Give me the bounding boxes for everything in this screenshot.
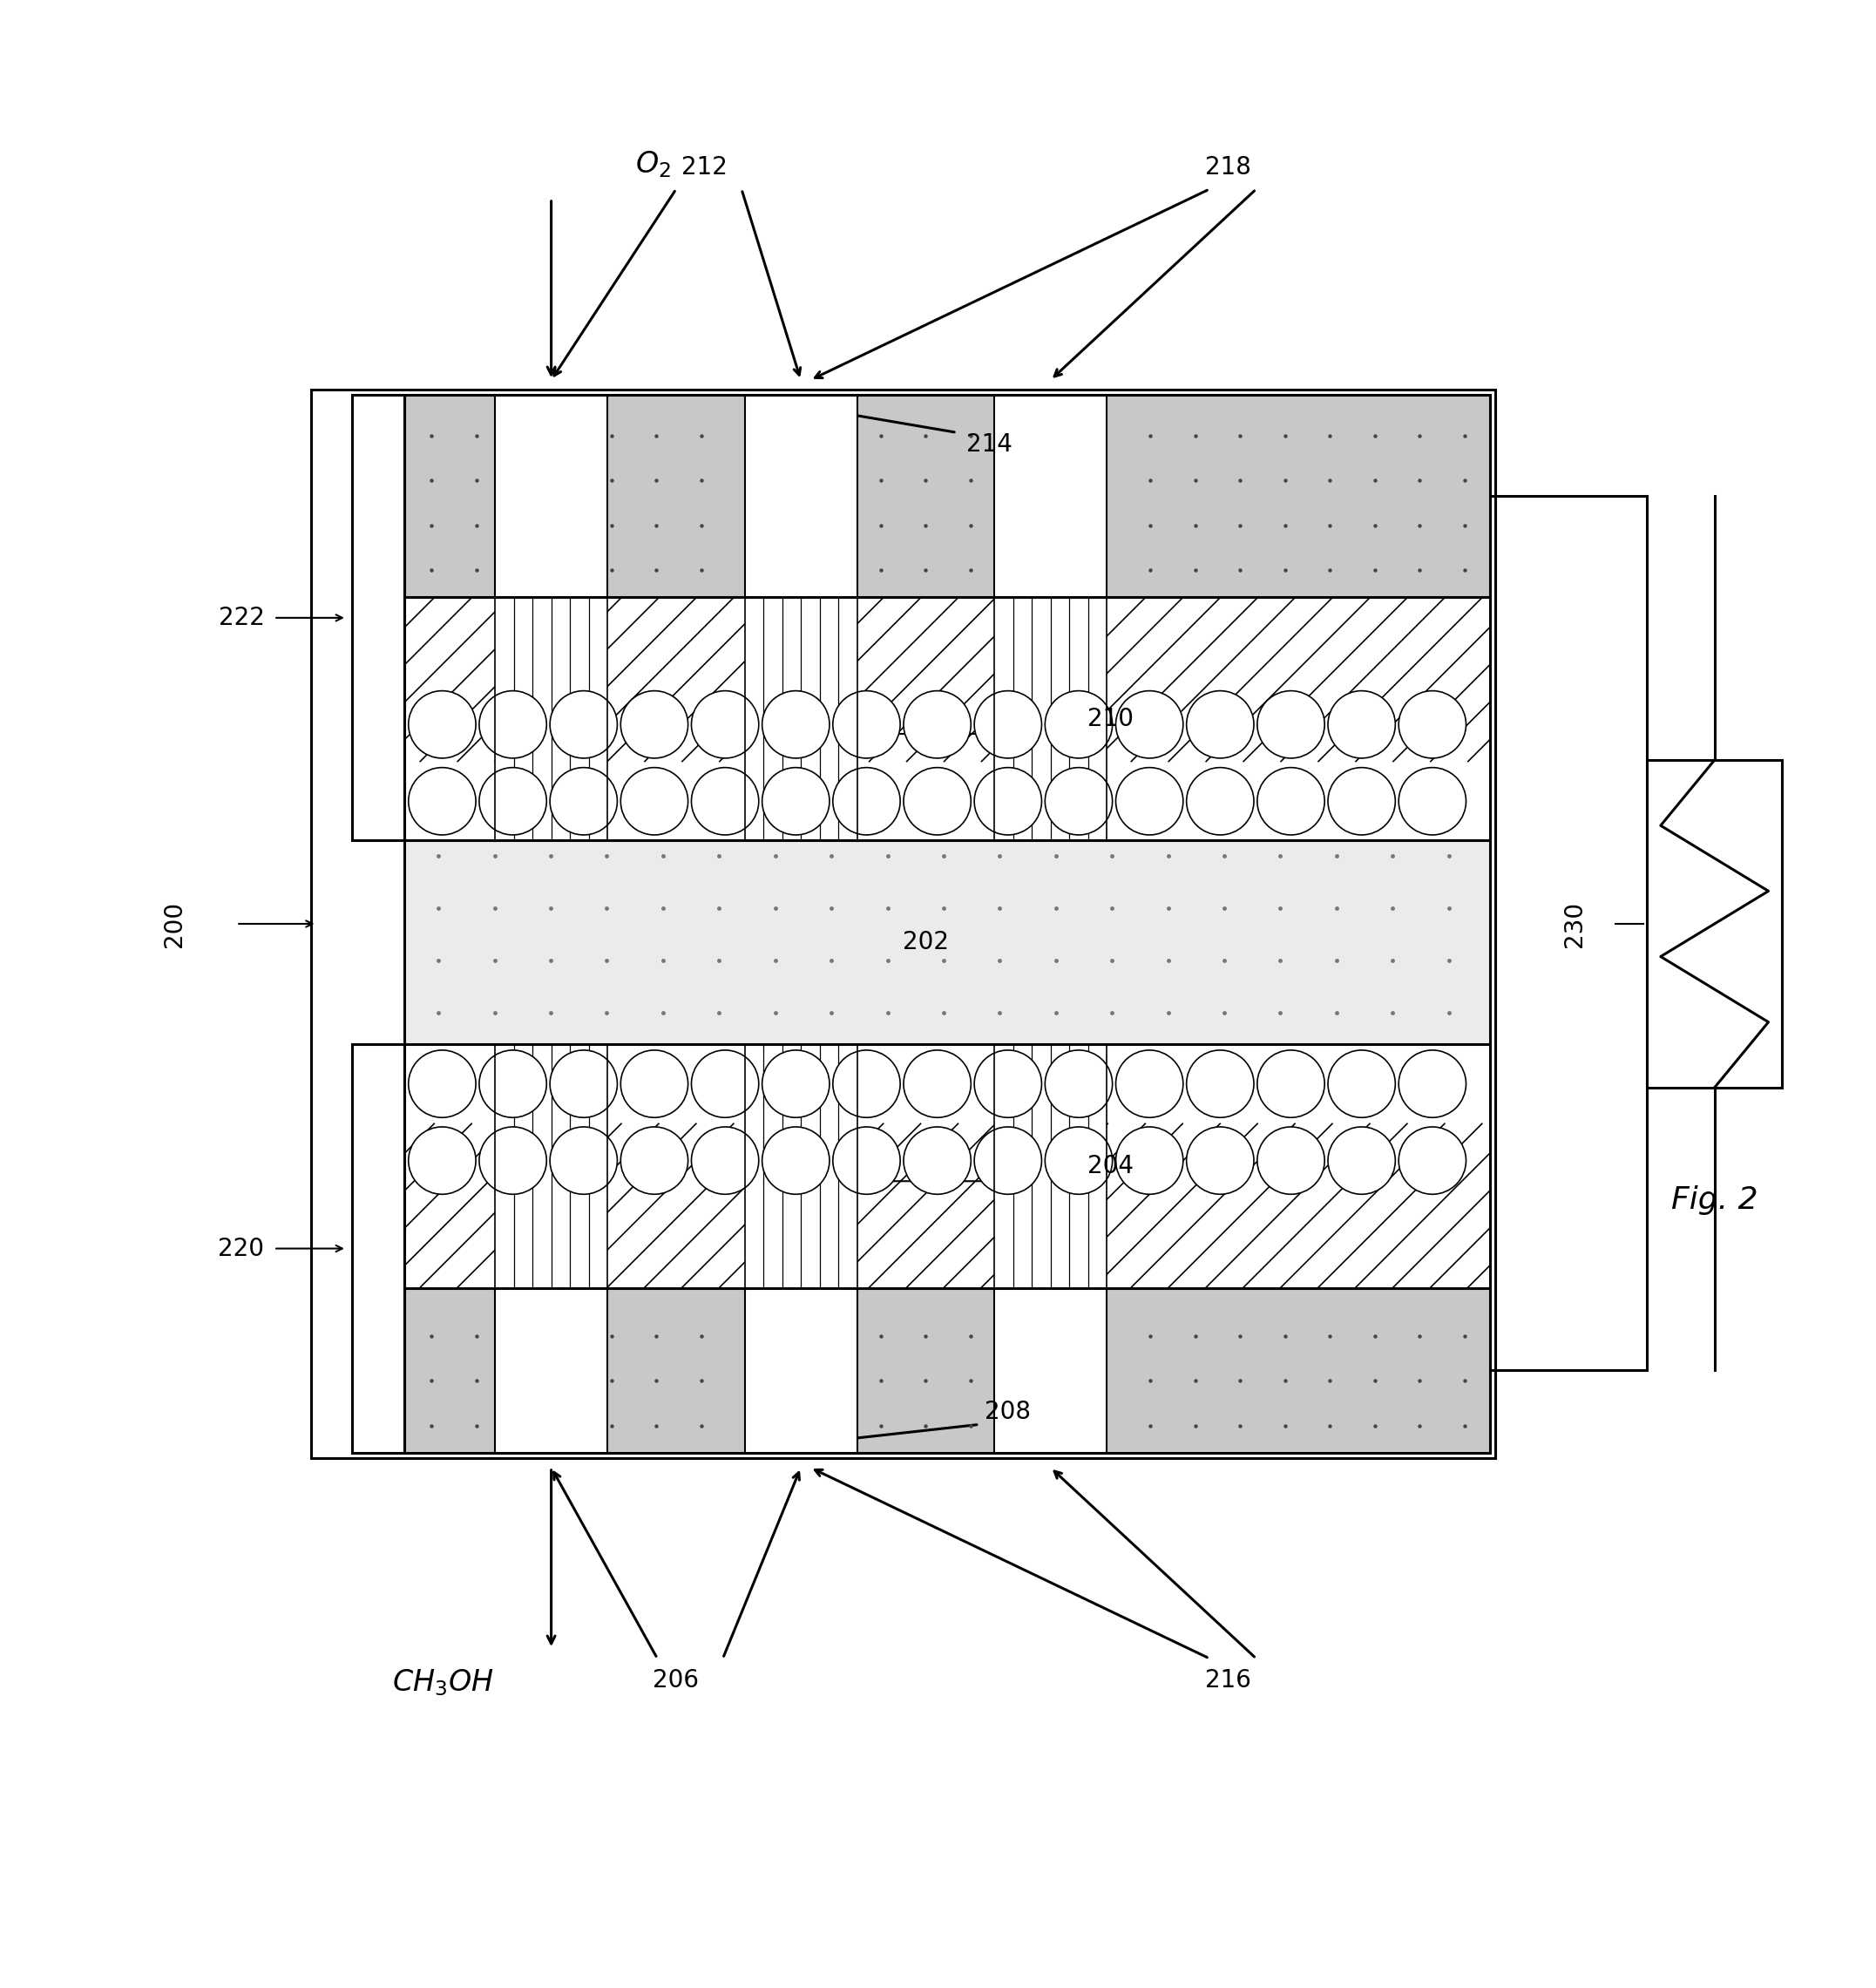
Circle shape [1045, 1127, 1112, 1195]
Circle shape [1257, 767, 1324, 835]
Circle shape [692, 1050, 758, 1117]
Bar [405, 1044, 1490, 1288]
Circle shape [550, 690, 617, 757]
Circle shape [1328, 1050, 1396, 1117]
Circle shape [1045, 1050, 1112, 1117]
Circle shape [974, 767, 1041, 835]
Circle shape [409, 767, 477, 835]
Bar [994, 1044, 1107, 1288]
Text: $CH_3OH$: $CH_3OH$ [392, 1668, 493, 1698]
Circle shape [974, 1127, 1041, 1195]
Circle shape [550, 1050, 617, 1117]
Circle shape [1399, 1050, 1465, 1117]
Bar [745, 1288, 857, 1453]
Text: 212: 212 [681, 155, 728, 179]
Bar [994, 396, 1107, 596]
Circle shape [1328, 1127, 1396, 1195]
Circle shape [1257, 690, 1324, 757]
Circle shape [550, 767, 617, 835]
Circle shape [904, 1050, 972, 1117]
Circle shape [904, 1127, 972, 1195]
Text: $O_2$: $O_2$ [636, 149, 672, 179]
Circle shape [478, 767, 546, 835]
Circle shape [1116, 1050, 1184, 1117]
Text: 210: 210 [1088, 706, 1133, 732]
Circle shape [1257, 1127, 1324, 1195]
Text: 222: 222 [218, 606, 265, 630]
Circle shape [1186, 1127, 1253, 1195]
Circle shape [1186, 767, 1253, 835]
Circle shape [762, 1127, 829, 1195]
Circle shape [1399, 690, 1465, 757]
Bar [353, 396, 405, 841]
Bar [405, 1288, 1490, 1453]
Bar [405, 596, 1490, 841]
Text: 200: 200 [163, 901, 188, 946]
Circle shape [621, 767, 688, 835]
Bar [1647, 759, 1782, 1087]
Circle shape [550, 1127, 617, 1195]
Bar [495, 1044, 608, 1288]
Circle shape [1116, 690, 1184, 757]
Bar [311, 390, 1495, 1457]
Circle shape [762, 690, 829, 757]
Circle shape [762, 767, 829, 835]
Text: 204: 204 [1088, 1153, 1133, 1179]
Text: 202: 202 [902, 930, 949, 954]
Circle shape [974, 690, 1041, 757]
Circle shape [833, 767, 900, 835]
Circle shape [1328, 767, 1396, 835]
Circle shape [762, 1050, 829, 1117]
Circle shape [974, 1050, 1041, 1117]
Text: 206: 206 [653, 1668, 700, 1692]
Circle shape [1399, 767, 1465, 835]
Circle shape [1045, 767, 1112, 835]
Text: Fig. 2: Fig. 2 [1672, 1185, 1758, 1215]
Text: 216: 216 [1204, 1668, 1251, 1692]
Circle shape [1328, 690, 1396, 757]
Circle shape [1186, 1050, 1253, 1117]
Circle shape [478, 1127, 546, 1195]
Bar [745, 596, 857, 841]
Text: 208: 208 [985, 1400, 1032, 1425]
Circle shape [1186, 690, 1253, 757]
Circle shape [621, 690, 688, 757]
Circle shape [409, 1127, 477, 1195]
Bar [495, 1288, 608, 1453]
Bar [994, 596, 1107, 841]
Circle shape [904, 690, 972, 757]
Circle shape [478, 1050, 546, 1117]
Text: 214: 214 [966, 433, 1013, 457]
Circle shape [1399, 1127, 1465, 1195]
Circle shape [1257, 1050, 1324, 1117]
Circle shape [692, 690, 758, 757]
Circle shape [1116, 767, 1184, 835]
Bar [405, 841, 1490, 1044]
Text: 230: 230 [1563, 901, 1587, 946]
Circle shape [1045, 690, 1112, 757]
Circle shape [692, 1127, 758, 1195]
Circle shape [409, 1050, 477, 1117]
Circle shape [621, 1050, 688, 1117]
Circle shape [478, 690, 546, 757]
Text: 220: 220 [218, 1237, 265, 1260]
Circle shape [833, 1127, 900, 1195]
Circle shape [904, 767, 972, 835]
Circle shape [1116, 1127, 1184, 1195]
Bar [495, 396, 608, 596]
Circle shape [833, 690, 900, 757]
Bar [353, 1044, 405, 1453]
Bar [405, 396, 1490, 596]
Text: 218: 218 [1204, 155, 1251, 179]
Bar [405, 396, 1490, 1453]
Bar [994, 1288, 1107, 1453]
Circle shape [409, 690, 477, 757]
Bar [745, 396, 857, 596]
Circle shape [833, 1050, 900, 1117]
Bar [495, 596, 608, 841]
Circle shape [621, 1127, 688, 1195]
Bar [745, 1044, 857, 1288]
Circle shape [692, 767, 758, 835]
